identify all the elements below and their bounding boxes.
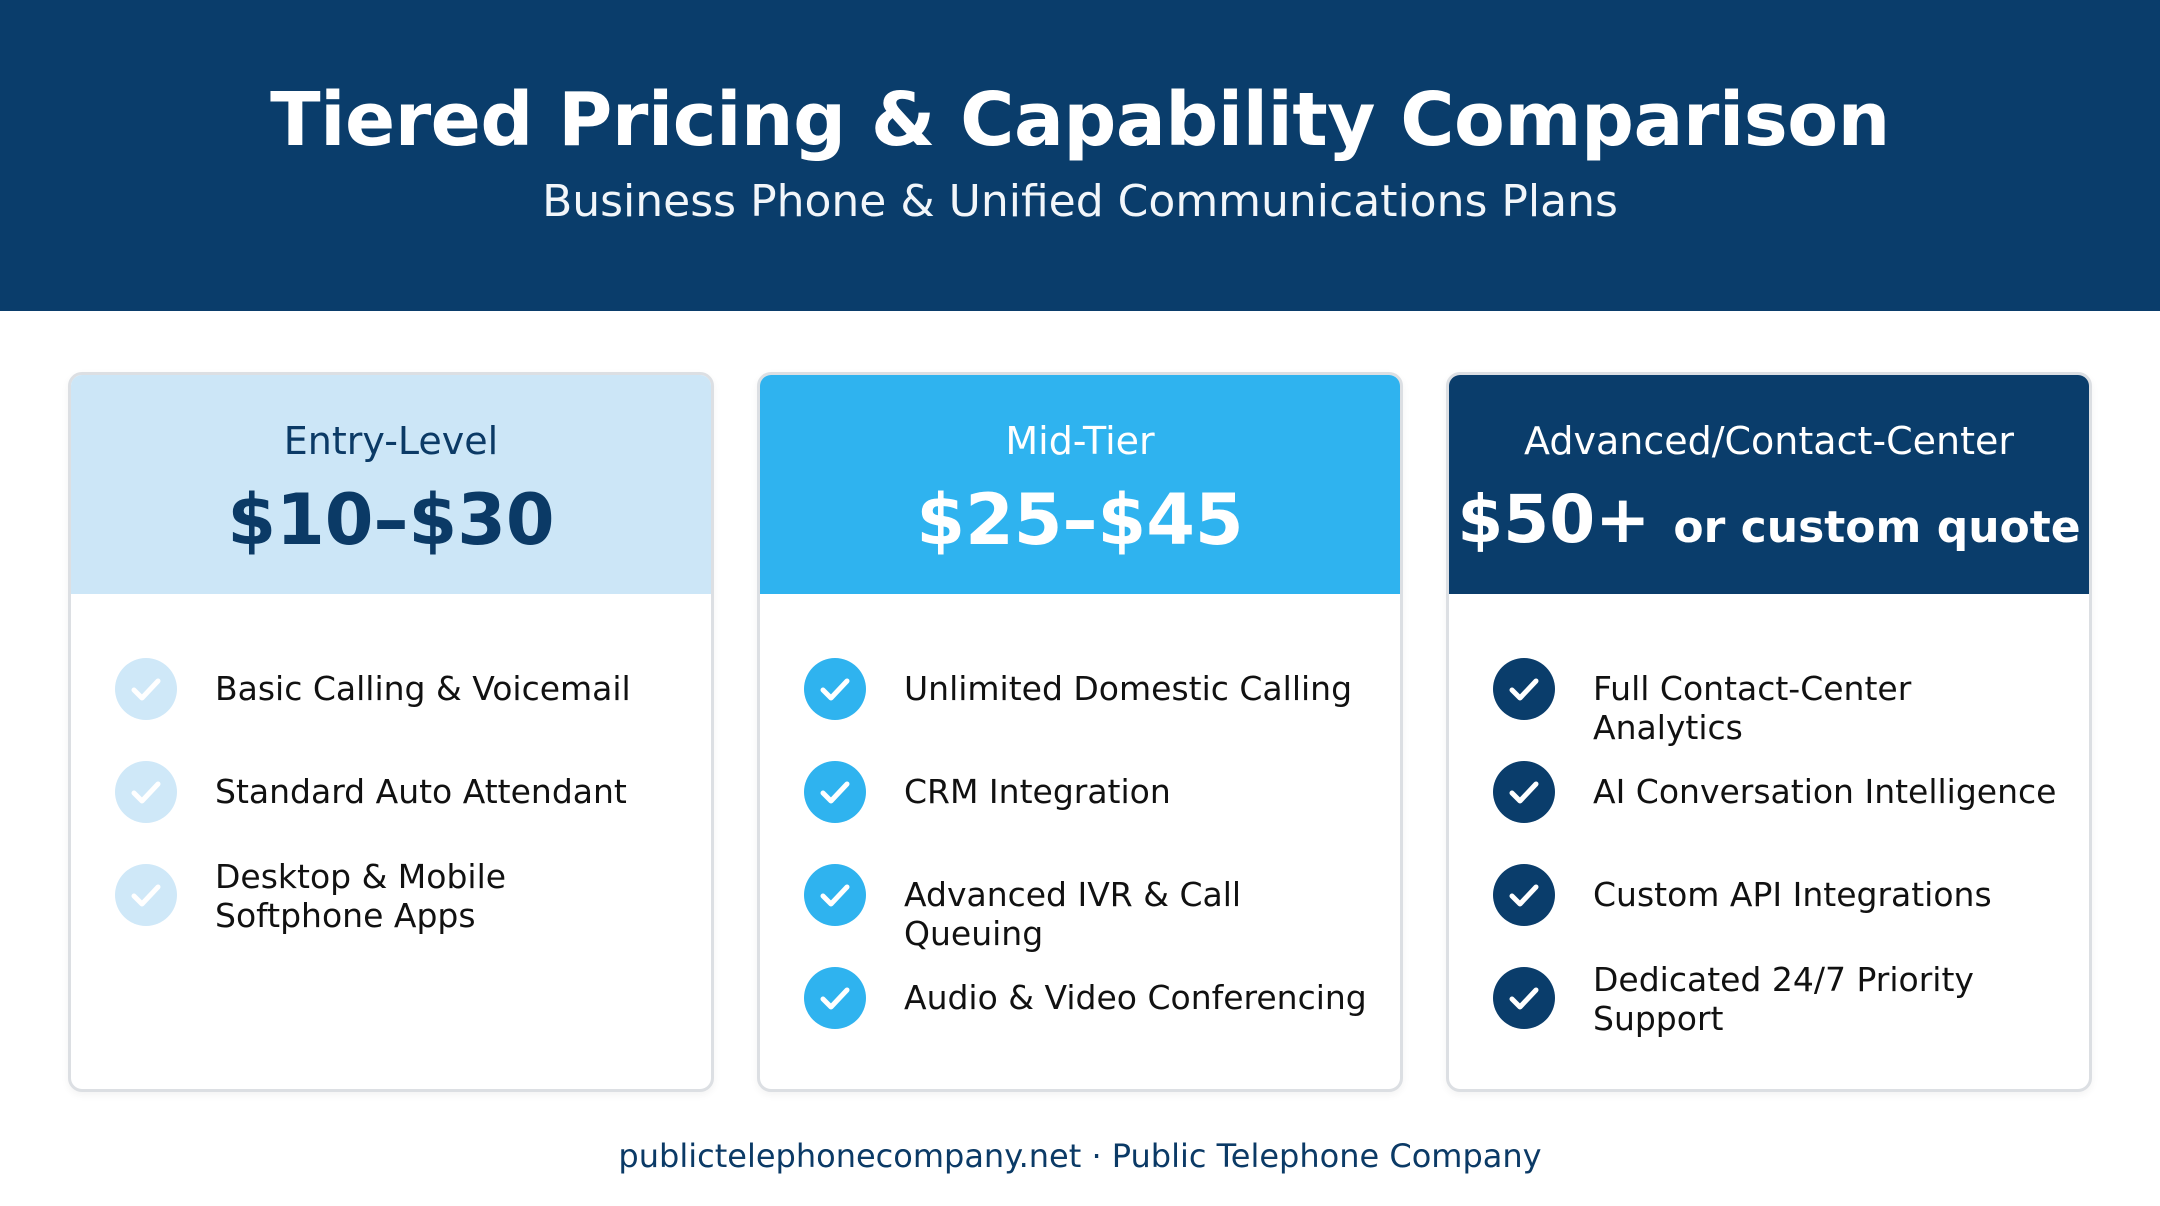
tier-header: Entry-Level $10–$30 [71, 375, 711, 594]
tier-price-suffix: or custom quote [1673, 502, 2081, 553]
tier-card-mid-tier: Mid-Tier $25–$45 Unlimited Domestic Call… [757, 372, 1403, 1092]
tier-card-entry-level: Entry-Level $10–$30 Basic Calling & Voic… [68, 372, 714, 1092]
feature-item: Standard Auto Attendant [115, 761, 685, 841]
feature-label: Basic Calling & Voicemail [215, 669, 631, 708]
feature-label: Audio & Video Conferencing [904, 978, 1367, 1017]
tier-price: $50+ or custom quote [1449, 475, 2089, 573]
tier-price: $10–$30 [71, 475, 711, 565]
feature-item: Audio & Video Conferencing [804, 967, 1374, 1047]
pricing-cards: Entry-Level $10–$30 Basic Calling & Voic… [68, 372, 2092, 1092]
feature-item: CRM Integration [804, 761, 1374, 841]
tier-card-advanced: Advanced/Contact-Center $50+ or custom q… [1446, 372, 2092, 1092]
feature-label: Full Contact-Center Analytics [1593, 669, 1912, 747]
feature-item: Full Contact-Center Analytics [1493, 658, 2063, 747]
feature-label: AI Conversation Intelligence [1593, 772, 2057, 811]
feature-label: Custom API Integrations [1593, 875, 1992, 914]
check-circle-icon [1493, 967, 1555, 1029]
tier-header: Advanced/Contact-Center $50+ or custom q… [1449, 375, 2089, 594]
check-circle-icon [115, 658, 177, 720]
footer-text: publictelephonecompany.net · Public Tele… [618, 1137, 1542, 1175]
tier-price-value: $10–$30 [227, 479, 555, 561]
feature-label: CRM Integration [904, 772, 1171, 811]
feature-item: AI Conversation Intelligence [1493, 761, 2063, 841]
check-circle-icon [804, 658, 866, 720]
feature-label: Standard Auto Attendant [215, 772, 627, 811]
header-banner: Tiered Pricing & Capability Comparison B… [0, 0, 2160, 311]
feature-item: Unlimited Domestic Calling [804, 658, 1374, 738]
check-circle-icon [804, 864, 866, 926]
check-circle-icon [1493, 658, 1555, 720]
check-circle-icon [1493, 864, 1555, 926]
feature-label: Advanced IVR & Call Queuing [904, 875, 1242, 953]
page-title: Tiered Pricing & Capability Comparison [270, 77, 1890, 163]
feature-item: Basic Calling & Voicemail [115, 658, 685, 738]
tier-price-value: $25–$45 [916, 479, 1244, 561]
feature-label: Unlimited Domestic Calling [904, 669, 1353, 708]
tier-price-value: $50+ [1457, 481, 1651, 558]
tier-name: Entry-Level [283, 419, 499, 463]
tier-name: Mid-Tier [1005, 419, 1155, 463]
feature-item: Custom API Integrations [1493, 864, 2063, 944]
feature-item: Desktop & Mobile Softphone Apps [115, 857, 685, 944]
feature-item: Dedicated 24/7 Priority Support [1493, 960, 2063, 1047]
tier-name: Advanced/Contact-Center [1524, 419, 2014, 463]
check-circle-icon [1493, 761, 1555, 823]
feature-item: Advanced IVR & Call Queuing [804, 864, 1374, 953]
page-subtitle: Business Phone & Unified Communications … [542, 176, 1618, 227]
check-circle-icon [804, 761, 866, 823]
tier-price: $25–$45 [760, 475, 1400, 565]
feature-label: Dedicated 24/7 Priority Support [1593, 960, 1974, 1038]
feature-label: Desktop & Mobile Softphone Apps [215, 857, 507, 935]
check-circle-icon [115, 761, 177, 823]
check-circle-icon [804, 967, 866, 1029]
check-circle-icon [115, 864, 177, 926]
tier-header: Mid-Tier $25–$45 [760, 375, 1400, 594]
